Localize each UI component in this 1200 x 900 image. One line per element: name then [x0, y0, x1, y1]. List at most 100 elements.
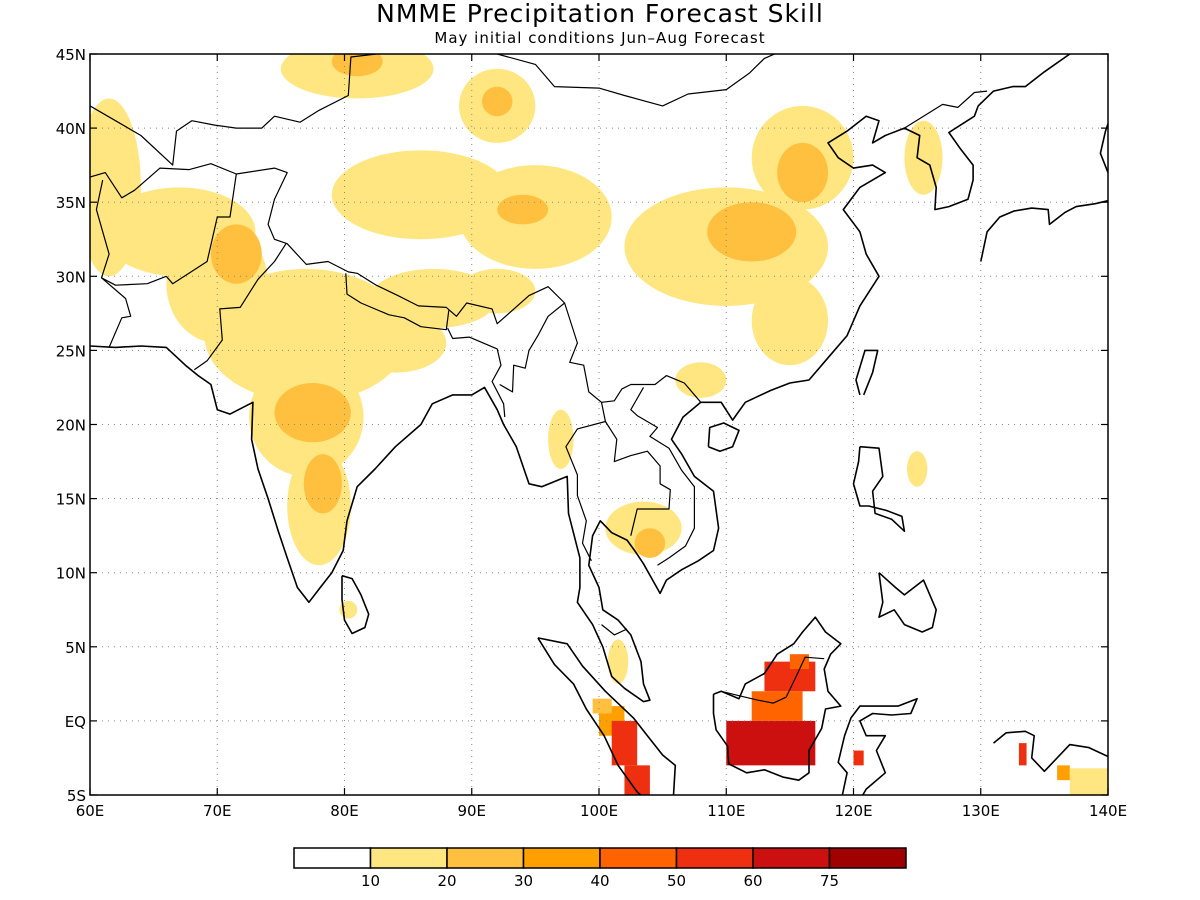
- skill-region-india-south-core: [303, 454, 342, 514]
- coastline: [855, 349, 879, 396]
- lat-tick-label: 35N: [56, 194, 86, 212]
- skill-cell-sumatra-d: [592, 698, 612, 714]
- skill-region-tibet-south: [459, 268, 536, 314]
- lon-tick-label: 80E: [330, 802, 359, 820]
- lat-tick-label: 5S: [67, 787, 86, 805]
- skill-cell-borneo-d: [789, 654, 809, 670]
- lon-tick-label: 130E: [962, 802, 1000, 820]
- lat-tick-label: 25N: [56, 342, 86, 360]
- colorbar-label: 50: [667, 872, 686, 890]
- coastline: [707, 422, 740, 453]
- lat-tick-label: 20N: [56, 417, 86, 435]
- lat-tick-label: 40N: [56, 120, 86, 138]
- lat-tick-label: 45N: [56, 46, 86, 64]
- skill-region-nepal-bangladesh: [344, 313, 447, 373]
- skill-cell-papua-b: [1057, 765, 1070, 781]
- lat-tick-label: 10N: [56, 565, 86, 583]
- skill-region-mongolia-core: [481, 86, 513, 117]
- country-border: [90, 163, 702, 403]
- colorbar-swatch: [293, 847, 372, 869]
- coastline: [852, 445, 906, 533]
- colorbar-swatch: [446, 847, 525, 869]
- country-border: [90, 54, 377, 166]
- coastline: [712, 616, 842, 782]
- colorbar-swatch: [369, 847, 448, 869]
- lon-tick-label: 140E: [1089, 802, 1127, 820]
- country-border: [165, 173, 237, 285]
- country-border: [565, 402, 607, 562]
- skill-region-china-south: [675, 362, 727, 398]
- coastline: [341, 574, 370, 635]
- border-layer: [90, 54, 988, 704]
- colorbar-swatch: [752, 847, 831, 869]
- colorbar-swatch: [828, 847, 907, 869]
- map-subtitle: May initial conditions Jun–Aug Forecast: [434, 29, 766, 47]
- skill-region-myanmar: [548, 409, 574, 469]
- skill-cell-sumatra-b: [611, 720, 638, 766]
- colorbar: 10 20 30 40 50 60 75: [293, 847, 907, 890]
- skill-region-india-core: [274, 383, 351, 443]
- skill-cell-borneo-b: [726, 720, 816, 766]
- skill-region-china-north-core: [777, 142, 829, 203]
- country-border: [604, 421, 671, 536]
- coastline-layer: [90, 54, 1108, 795]
- skill-cell-papua-a: [1018, 743, 1027, 766]
- skill-cell-borneo-a: [751, 691, 803, 721]
- lon-tick-label: 70E: [203, 802, 232, 820]
- skill-region-korea: [904, 120, 943, 195]
- country-border: [193, 243, 287, 371]
- country-border: [904, 90, 988, 129]
- lat-tick-label: 30N: [56, 268, 86, 286]
- country-border: [447, 327, 506, 418]
- skill-region-tibet-core: [497, 194, 549, 225]
- country-border: [499, 302, 565, 393]
- country-border: [601, 624, 628, 636]
- country-border: [630, 387, 696, 566]
- latitude-axis: 45N 40N 35N 30N 25N 20N 15N 10N 5N EQ 5S: [56, 46, 1108, 805]
- colorbar-label: 75: [820, 872, 839, 890]
- country-border: [101, 277, 132, 348]
- colorbar-label: 40: [590, 872, 609, 890]
- colorbar-swatch: [675, 847, 754, 869]
- lon-tick-label: 60E: [76, 802, 105, 820]
- coastline: [90, 54, 1071, 703]
- skill-region-philippines: [906, 451, 928, 487]
- colorbar-swatch: [599, 847, 678, 869]
- coastline: [837, 697, 918, 795]
- skill-region-china-central-core: [707, 202, 797, 262]
- lat-tick-label: 15N: [56, 491, 86, 509]
- country-border: [95, 179, 167, 286]
- lon-tick-label: 110E: [707, 802, 745, 820]
- lon-tick-label: 120E: [834, 802, 872, 820]
- lon-tick-label: 100E: [580, 802, 618, 820]
- coastline: [992, 730, 1108, 773]
- country-border: [376, 54, 378, 55]
- country-border: [495, 54, 776, 107]
- lon-tick-label: 90E: [457, 802, 486, 820]
- coastline: [980, 199, 1108, 262]
- colorbar-label: 60: [743, 872, 762, 890]
- coastline: [1099, 123, 1108, 173]
- skill-region-cambodia-core: [634, 528, 666, 558]
- skill-shading-layer: [90, 54, 1108, 795]
- skill-cell-papua-c: [1069, 768, 1108, 795]
- colorbar-label: 30: [514, 872, 533, 890]
- coastline: [878, 572, 938, 633]
- lat-tick-label: 5N: [65, 639, 86, 657]
- skill-region-pakistan-core: [210, 224, 262, 284]
- coastline: [537, 637, 677, 795]
- skill-region-china-east: [751, 276, 829, 366]
- skill-region-malaya: [607, 639, 629, 684]
- country-border: [721, 656, 825, 704]
- lat-tick-label: EQ: [65, 713, 86, 731]
- colorbar-label: 10: [361, 872, 380, 890]
- skill-region-india-north: [204, 268, 409, 403]
- skill-cell-sulawesi: [853, 750, 864, 766]
- map-title: NMME Precipitation Forecast Skill: [376, 0, 824, 28]
- country-border: [345, 273, 450, 331]
- longitude-axis: 60E 70E 80E 90E 100E 110E 120E 130E 140E: [76, 54, 1127, 820]
- colorbar-swatch: [522, 847, 601, 869]
- colorbar-label: 20: [437, 872, 456, 890]
- skill-region-kazakh-north-core: [331, 54, 383, 77]
